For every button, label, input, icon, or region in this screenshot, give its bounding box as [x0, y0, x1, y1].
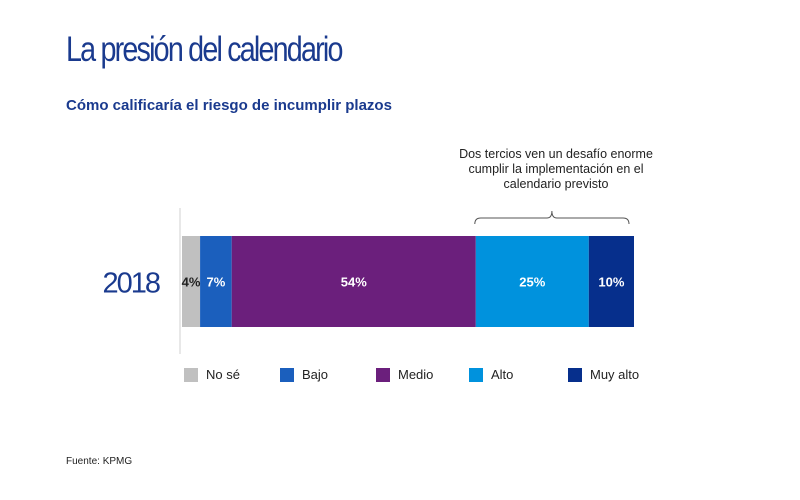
- legend-label: Alto: [491, 367, 514, 382]
- chart-subtitle: Cómo calificaría el riesgo de incumplir …: [66, 97, 392, 114]
- legend-label: Muy alto: [590, 367, 640, 382]
- bar-segment-4: [475, 236, 589, 327]
- legend-item-5: Muy alto: [568, 367, 648, 382]
- legend-swatch: [376, 367, 390, 382]
- legend-label: Medio: [398, 367, 434, 382]
- legend-swatch: [469, 367, 483, 382]
- data-label-5: 10%: [598, 275, 624, 290]
- legend-item-1: No sé: [184, 367, 280, 382]
- legend-swatch: [568, 367, 582, 382]
- bar-segment-1: [182, 236, 201, 327]
- bar-segment-3: [231, 236, 476, 327]
- data-label-1: 4%: [182, 275, 201, 290]
- category-label: 2018: [102, 268, 159, 300]
- bar-segment-2: [200, 236, 232, 327]
- chart-title: La presión del calendario: [66, 30, 343, 69]
- legend-item-3: Medio: [376, 367, 469, 382]
- legend-item-4: Alto: [469, 367, 568, 382]
- legend-label: No sé: [206, 367, 240, 382]
- legend-label: Bajo: [302, 367, 329, 382]
- legend-swatch: [184, 367, 198, 382]
- bar-segment-5: [588, 236, 634, 327]
- legend-swatch: [280, 367, 294, 382]
- annotation-bracket: [474, 210, 630, 225]
- chart-annotation: Dos tercios ven un desafío enorme cumpli…: [459, 147, 653, 191]
- chart-legend: No sé Bajo Medio Alto Muy alto: [184, 367, 648, 382]
- data-label-4: 25%: [519, 275, 545, 290]
- source-note: Fuente: KPMG: [66, 456, 133, 467]
- data-label-2: 7%: [207, 275, 226, 290]
- legend-item-2: Bajo: [280, 367, 376, 382]
- data-label-3: 54%: [341, 275, 367, 290]
